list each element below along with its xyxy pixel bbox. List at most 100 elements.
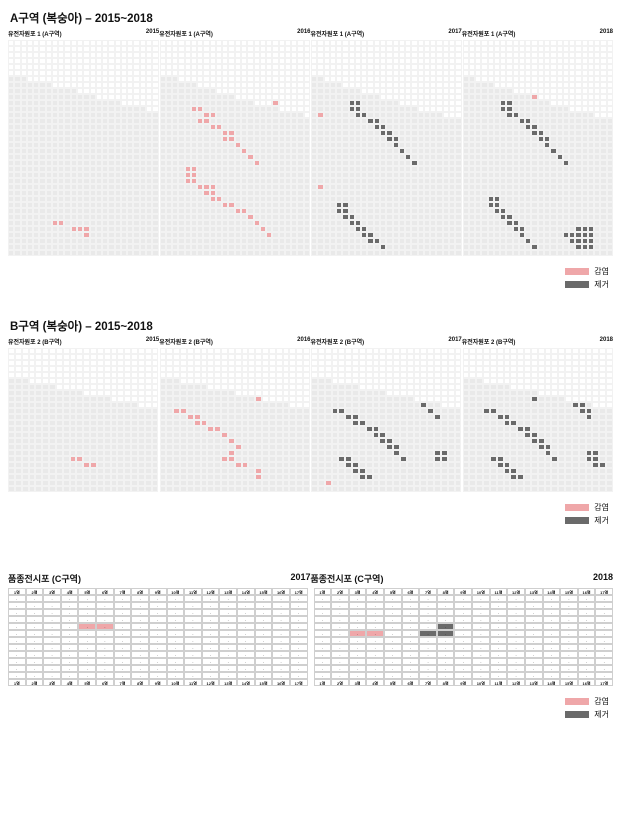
heatmap-cell [283, 486, 290, 492]
heatmap-cell [221, 486, 228, 492]
heatmap-grid [160, 40, 311, 256]
section-b-heatmap [8, 348, 613, 492]
panel-label: 유전자원포 1 (A구역) [462, 29, 516, 38]
legend-label: 제거 [594, 279, 609, 290]
heatmap-cell [124, 486, 131, 492]
heatmap-panel [8, 348, 159, 492]
section-b-panel-labels: 유전자원포 2 (B구역)2015유전자원포 2 (B구역)2016유전자원포 … [8, 337, 613, 346]
panel-label: 유전자원포 1 (A구역) [8, 29, 62, 38]
heatmap-grid [311, 40, 462, 256]
heatmap-cell [111, 486, 118, 492]
panel-label: 유전자원포 2 (B구역) [462, 337, 516, 346]
legend-swatch [565, 268, 589, 275]
panel-label-group: 유전자원포 2 (B구역) 2015 [8, 337, 159, 346]
section-a-heatmap [8, 40, 613, 256]
heatmap-cell [35, 486, 42, 492]
panel-label: 유전자원포 1 (A구역) [159, 29, 213, 38]
heatmap-cell [152, 486, 159, 492]
panel-label: 유전자원포 2 (B구역) [8, 337, 62, 346]
panel-year: 2018 [600, 337, 613, 346]
heatmap-cell [76, 486, 83, 492]
heatmap-cell [194, 486, 201, 492]
heatmap-cell [56, 486, 63, 492]
heatmap-cell [296, 486, 303, 492]
heatmap-cell [49, 486, 56, 492]
panel-year: 2017 [448, 337, 461, 346]
panel-label: 유전자원포 2 (B구역) [311, 337, 365, 346]
heatmap-cell [289, 486, 296, 492]
heatmap-cell [152, 250, 158, 256]
heatmap-panel [160, 40, 311, 256]
heatmap-cell [166, 486, 173, 492]
heatmap-cell [160, 486, 167, 492]
heatmap-cell [63, 486, 70, 492]
heatmap-cell [15, 486, 22, 492]
panel-year: 2016 [297, 29, 310, 38]
heatmap-grid [311, 348, 462, 492]
heatmap-cell [187, 486, 194, 492]
heatmap-grid [8, 348, 159, 492]
heatmap-cell [131, 486, 138, 492]
panel-label-group: 유전자원포 1 (A구역) 2015 [8, 29, 159, 38]
heatmap-cell [276, 486, 283, 492]
heatmap-cell [97, 486, 104, 492]
heatmap-cell [207, 486, 214, 492]
heatmap-cell [180, 486, 187, 492]
heatmap-cell [22, 486, 29, 492]
heatmap-cell [248, 486, 255, 492]
panel-year: 2016 [297, 337, 310, 346]
panel-label-group: 유전자원포 1 (A구역) 2017 [311, 29, 462, 38]
panel-label-group: 유전자원포 1 (A구역) 2016 [159, 29, 310, 38]
section-b: B구역 (복숭아) – 2015~2018 유전자원포 2 (B구역)2015유… [8, 318, 613, 526]
heatmap-cell [173, 486, 180, 492]
heatmap-panel [160, 348, 311, 492]
heatmap-cell [304, 250, 310, 256]
heatmap-panel [463, 40, 614, 256]
heatmap-cell [455, 250, 461, 256]
panel-label: 유전자원포 2 (B구역) [159, 337, 213, 346]
heatmap-cell [117, 486, 124, 492]
heatmap-grid [8, 40, 159, 256]
panel-label: 유전자원포 1 (A구역) [311, 29, 365, 38]
heatmap-cell [42, 486, 49, 492]
section-a-panel-labels: 유전자원포 1 (A구역)2015유전자원포 1 (A구역)2016유전자원포 … [8, 29, 613, 38]
heatmap-cell [138, 486, 145, 492]
section-a-legend: 감염제거 [8, 266, 609, 290]
legend-item: 제거 [565, 279, 609, 290]
heatmap-cell [90, 486, 97, 492]
heatmap-panel [311, 40, 462, 256]
panel-label-group: 유전자원포 2 (B구역) 2018 [462, 337, 613, 346]
panel-year: 2015 [146, 29, 159, 38]
heatmap-cell [145, 486, 152, 492]
heatmap-grid [463, 40, 614, 256]
heatmap-cell [70, 486, 77, 492]
section-a-title: A구역 (복숭아) – 2015~2018 [10, 10, 613, 26]
legend-label: 감염 [594, 266, 609, 277]
heatmap-cell [262, 486, 269, 492]
heatmap-cell [29, 486, 36, 492]
heatmap-panel [311, 348, 462, 492]
heatmap-cell [8, 486, 15, 492]
legend-swatch [565, 281, 589, 288]
panel-label-group: 유전자원포 2 (B구역) 2016 [159, 337, 310, 346]
heatmap-cell [242, 486, 249, 492]
heatmap-cell [607, 250, 613, 256]
heatmap-cell [269, 486, 276, 492]
panel-label-group: 유전자원포 2 (B구역) 2017 [311, 337, 462, 346]
section-a: A구역 (복숭아) – 2015~2018 유전자원포 1 (A구역)2015유… [8, 10, 613, 290]
heatmap-cell [255, 486, 262, 492]
heatmap-cell [214, 486, 221, 492]
panel-year: 2015 [146, 337, 159, 346]
heatmap-cell [83, 486, 90, 492]
section-b-title: B구역 (복숭아) – 2015~2018 [10, 318, 613, 334]
panel-year: 2018 [600, 29, 613, 38]
legend-item: 감염 [565, 266, 609, 277]
heatmap-cell [303, 486, 310, 492]
heatmap-cell [201, 486, 208, 492]
heatmap-grid [160, 348, 311, 492]
heatmap-cell [235, 486, 242, 492]
heatmap-cell [104, 486, 111, 492]
heatmap-panel [8, 40, 159, 256]
panel-label-group: 유전자원포 1 (A구역) 2018 [462, 29, 613, 38]
panel-year: 2017 [448, 29, 461, 38]
